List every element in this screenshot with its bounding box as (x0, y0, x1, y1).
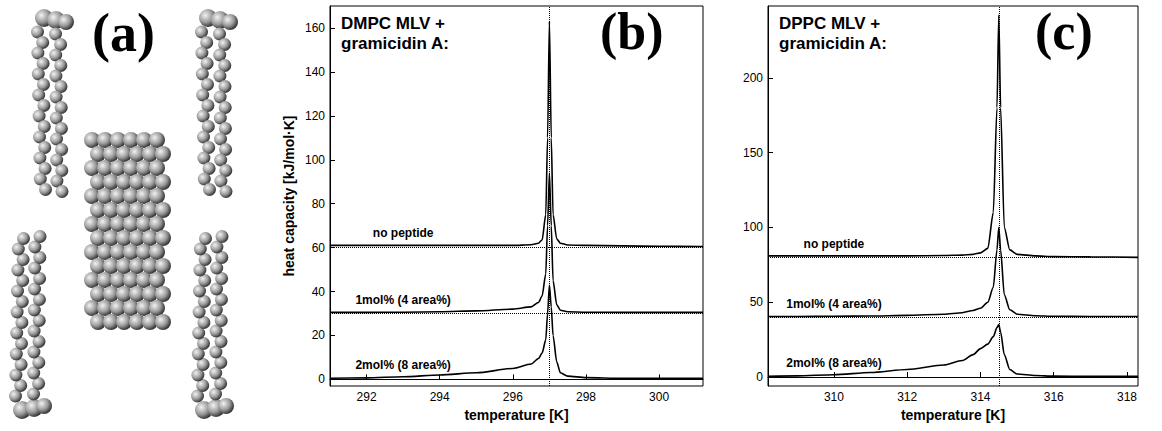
svg-text:296: 296 (503, 390, 523, 404)
html-text:(a): (a) (92, 3, 155, 63)
svg-text:300: 300 (649, 390, 669, 404)
svg-text:50: 50 (750, 295, 764, 309)
svg-text:no peptide: no peptide (804, 237, 865, 251)
svg-text:2mol% (8 area%): 2mol% (8 area%) (355, 358, 450, 372)
svg-text:150: 150 (743, 146, 763, 160)
svg-text:no peptide: no peptide (373, 226, 434, 240)
svg-text:294: 294 (430, 390, 450, 404)
svg-text:314: 314 (970, 390, 990, 404)
svg-text:100: 100 (305, 153, 325, 167)
svg-text:temperature [K]: temperature [K] (464, 407, 568, 423)
svg-text:298: 298 (576, 390, 596, 404)
svg-text:312: 312 (897, 390, 917, 404)
svg-text:140: 140 (305, 65, 325, 79)
svg-text:200: 200 (743, 71, 763, 85)
svg-text:1mol% (4 area%): 1mol% (4 area%) (355, 293, 450, 307)
svg-text:100: 100 (743, 220, 763, 234)
svg-text:60: 60 (312, 241, 326, 255)
svg-text:DMPC MLV +: DMPC MLV + (341, 14, 445, 33)
svg-text:0: 0 (756, 370, 763, 384)
svg-text:292: 292 (357, 390, 377, 404)
svg-text:310: 310 (824, 390, 844, 404)
svg-text:(b): (b) (600, 3, 664, 61)
svg-text:2mol% (8 area%): 2mol% (8 area%) (786, 356, 881, 370)
svg-text:40: 40 (312, 285, 326, 299)
svg-text:80: 80 (312, 197, 326, 211)
svg-text:gramicidin A:: gramicidin A: (779, 34, 887, 53)
svg-text:160: 160 (305, 21, 325, 35)
svg-text:(c): (c) (1035, 3, 1093, 61)
svg-text:DPPC MLV +: DPPC MLV + (779, 14, 880, 33)
svg-text:gramicidin A:: gramicidin A: (341, 34, 449, 53)
svg-text:heat capacity [kJ/mol·K]: heat capacity [kJ/mol·K] (281, 115, 297, 276)
svg-text:0: 0 (318, 372, 325, 386)
svg-text:316: 316 (1044, 390, 1064, 404)
svg-text:1mol% (4 area%): 1mol% (4 area%) (786, 297, 881, 311)
svg-text:temperature [K]: temperature [K] (901, 407, 1005, 423)
svg-text:318: 318 (1117, 390, 1137, 404)
svg-text:20: 20 (312, 328, 326, 342)
svg-text:120: 120 (305, 109, 325, 123)
